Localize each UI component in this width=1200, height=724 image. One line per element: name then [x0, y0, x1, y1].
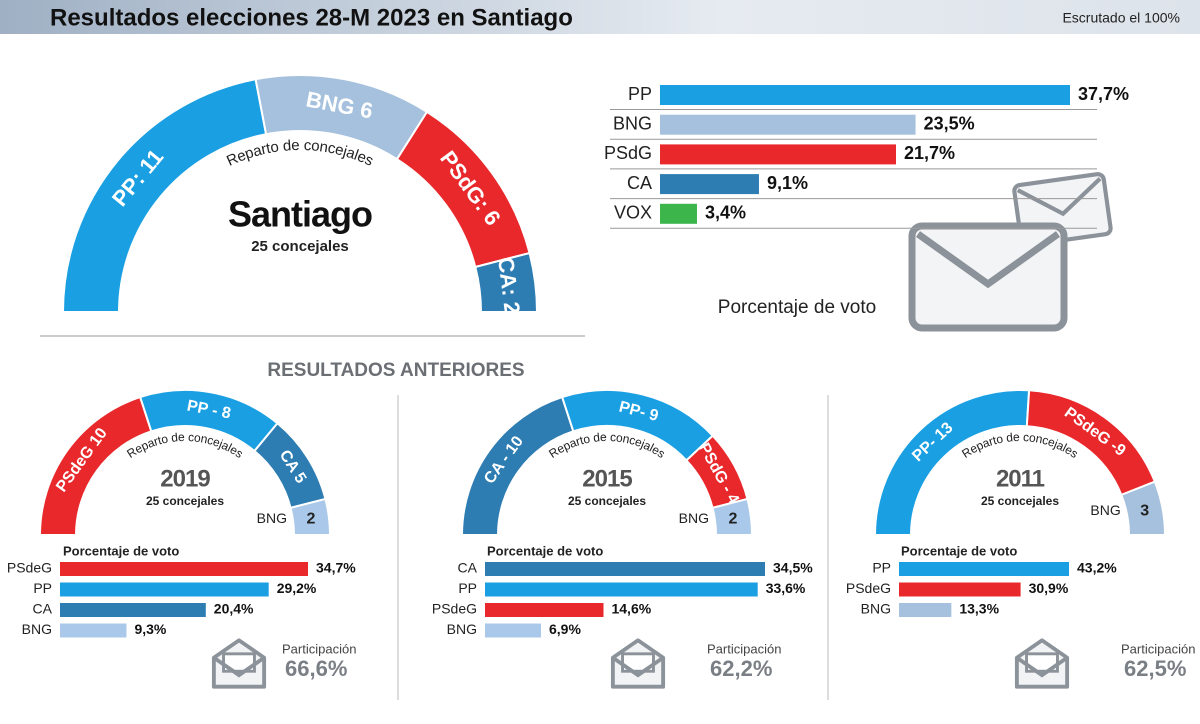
parliament-subtitle: 25 concejales: [146, 494, 224, 508]
bar: [899, 603, 952, 617]
bar-category: PP: [33, 580, 52, 596]
bar-category: PP: [872, 560, 891, 576]
participation-value: 62,5%: [1124, 656, 1186, 681]
bar: [899, 562, 1069, 576]
bar-value-label: 33,6%: [766, 580, 806, 596]
bar-category: PSdeG: [7, 560, 52, 576]
envelope-icon: [610, 638, 666, 689]
envelope-icon: [912, 226, 1064, 328]
bar-title: Porcentaje de voto: [487, 543, 603, 558]
bar-category: PSdeG: [432, 601, 477, 617]
bar-value-label: 13,3%: [959, 601, 999, 617]
bar: [485, 603, 604, 617]
bar-value-label: 6,9%: [549, 621, 581, 637]
bar-value-label: 9,1%: [767, 173, 808, 193]
participation-label: Participación: [282, 641, 356, 656]
bar: [60, 623, 127, 638]
bar: [660, 144, 896, 165]
annotation-text: Reparto de concejales: [224, 137, 376, 170]
bar: [485, 582, 758, 597]
envelope-icon: [211, 638, 267, 689]
seat-party: BNG: [679, 510, 709, 526]
bar-value-label: 30,9%: [1029, 580, 1069, 596]
parliament-subtitle: 25 concejales: [568, 494, 646, 508]
parliament-title: 2019: [160, 465, 210, 492]
bar-category: PP: [458, 580, 477, 596]
bar-title: Porcentaje de voto: [901, 543, 1017, 558]
seat-label: 2: [729, 510, 738, 527]
parliament-title: 2011: [996, 465, 1045, 492]
bar-value-label: 29,2%: [277, 580, 317, 596]
bar-category: CA: [33, 601, 53, 617]
bar-category: BNG: [861, 601, 891, 617]
bar: [60, 603, 206, 617]
bar-category: VOX: [614, 203, 652, 223]
seat-segment: [38, 395, 153, 536]
bar-category: CA: [627, 173, 652, 193]
bar-category: BNG: [613, 113, 652, 133]
seat-label: 2: [307, 510, 316, 527]
bar: [60, 582, 269, 597]
bar-value-label: 20,4%: [214, 601, 254, 617]
bar-value-label: 37,7%: [1078, 84, 1129, 104]
section-title: RESULTADOS ANTERIORES: [267, 360, 524, 381]
bar-value-label: 23,5%: [924, 113, 975, 133]
parliament-subtitle: 25 concejales: [251, 238, 349, 255]
bar-category: BNG: [447, 621, 477, 637]
bar-value-label: 34,7%: [316, 560, 356, 576]
bar: [60, 562, 308, 576]
bar-category: CA: [458, 560, 478, 576]
seat-segment: [289, 497, 332, 536]
parliament-title: Santiago: [228, 194, 372, 235]
participation-label: Participación: [707, 641, 781, 656]
bar-category: PP: [628, 84, 652, 104]
bar-category: BNG: [22, 621, 52, 637]
parliament-subtitle: 25 concejales: [981, 494, 1059, 508]
bar-category: PSdeG: [846, 580, 891, 596]
bar: [660, 203, 697, 224]
envelope-icon: [1014, 638, 1070, 689]
bar-title: Porcentaje de voto: [718, 297, 876, 318]
header-band: [0, 0, 1200, 34]
bar: [485, 623, 541, 638]
bar-value-label: 14,6%: [611, 601, 651, 617]
parliament-title: 2015: [582, 465, 632, 492]
seat-segment: [1120, 480, 1167, 536]
bar-category: PSdG: [604, 143, 652, 163]
bar: [899, 582, 1021, 597]
bar: [485, 562, 765, 576]
bar-value-label: 9,3%: [134, 621, 166, 637]
bar-title: Porcentaje de voto: [63, 543, 179, 558]
bar: [660, 85, 1070, 105]
participation-value: 66,6%: [285, 656, 347, 681]
seat-segment: [560, 389, 715, 462]
participation-label: Participación: [1121, 641, 1195, 656]
seat-segment: [711, 497, 754, 536]
seat-segment: [460, 395, 575, 536]
bar-value-label: 34,5%: [773, 560, 813, 576]
header-title: Resultados elecciones 28-M 2023 en Santi…: [50, 4, 573, 31]
seat-party: BNG: [1090, 502, 1120, 518]
bar-value-label: 21,7%: [904, 143, 955, 163]
annotation: Reparto de concejales: [224, 137, 376, 170]
seat-party: BNG: [257, 510, 287, 526]
bar: [660, 114, 916, 135]
bar-value-label: 43,2%: [1077, 560, 1117, 576]
bar: [660, 174, 759, 195]
bar-value-label: 3,4%: [705, 203, 746, 223]
participation-value: 62,2%: [710, 656, 772, 681]
seat-segment: [873, 389, 1031, 536]
seat-segment: [474, 251, 539, 313]
header-status: Escrutado el 100%: [1062, 10, 1180, 26]
seat-label: 3: [1140, 502, 1149, 519]
